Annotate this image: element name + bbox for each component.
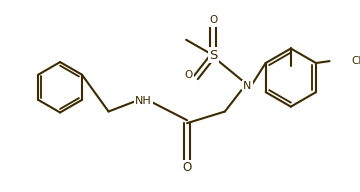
Text: O: O <box>183 161 192 174</box>
Text: NH: NH <box>135 96 152 106</box>
Text: O: O <box>209 15 217 25</box>
Text: N: N <box>243 81 251 91</box>
Text: O: O <box>184 70 192 80</box>
Text: S: S <box>209 49 217 62</box>
Text: Cl: Cl <box>351 56 360 66</box>
